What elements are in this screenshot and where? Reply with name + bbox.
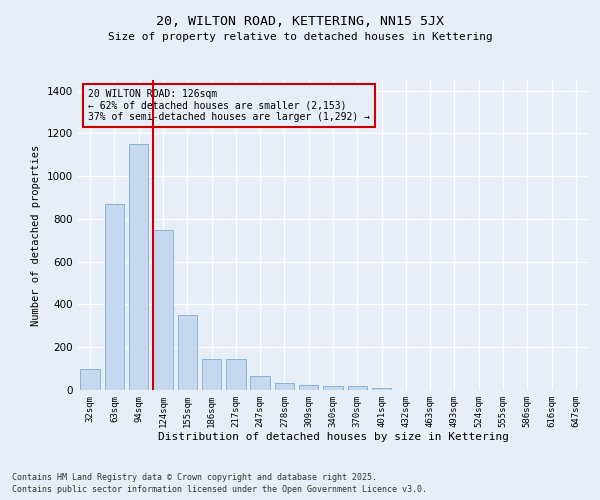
Y-axis label: Number of detached properties: Number of detached properties: [31, 144, 41, 326]
Bar: [299, 384, 319, 390]
Bar: [153, 230, 173, 390]
Bar: [275, 382, 294, 390]
Text: Distribution of detached houses by size in Kettering: Distribution of detached houses by size …: [158, 432, 509, 442]
Bar: [226, 359, 245, 390]
Text: 20, WILTON ROAD, KETTERING, NN15 5JX: 20, WILTON ROAD, KETTERING, NN15 5JX: [156, 15, 444, 28]
Bar: [347, 386, 367, 390]
Bar: [202, 359, 221, 390]
Bar: [129, 144, 148, 390]
Bar: [372, 388, 391, 390]
Bar: [105, 204, 124, 390]
Bar: [178, 315, 197, 390]
Bar: [250, 376, 270, 390]
Text: Contains public sector information licensed under the Open Government Licence v3: Contains public sector information licen…: [12, 485, 427, 494]
Bar: [80, 368, 100, 390]
Bar: [323, 386, 343, 390]
Text: Contains HM Land Registry data © Crown copyright and database right 2025.: Contains HM Land Registry data © Crown c…: [12, 472, 377, 482]
Text: Size of property relative to detached houses in Kettering: Size of property relative to detached ho…: [107, 32, 493, 42]
Text: 20 WILTON ROAD: 126sqm
← 62% of detached houses are smaller (2,153)
37% of semi-: 20 WILTON ROAD: 126sqm ← 62% of detached…: [88, 90, 370, 122]
